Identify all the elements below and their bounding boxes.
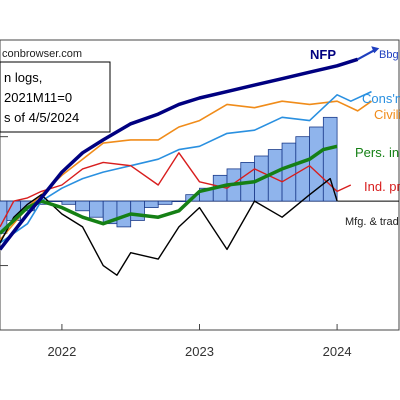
bar bbox=[89, 200, 104, 218]
bar bbox=[157, 200, 173, 205]
bar bbox=[130, 200, 145, 221]
bar bbox=[295, 136, 310, 202]
notes-box bbox=[0, 61, 111, 133]
label-civilian: Civili bbox=[374, 107, 400, 122]
series-line-income bbox=[0, 144, 338, 235]
bar bbox=[144, 200, 159, 208]
notes-line-2: 2021M11=0 bbox=[4, 90, 72, 105]
series-line-industrial bbox=[0, 152, 352, 228]
source-text: conbrowser.com bbox=[2, 48, 82, 60]
series-line-bbg bbox=[357, 49, 375, 61]
label-nfp: NFP bbox=[310, 47, 336, 62]
series-line-consumption bbox=[0, 90, 372, 244]
x-tick-label: 2022 bbox=[47, 344, 76, 359]
bar bbox=[281, 142, 297, 202]
series-line-manufacturing bbox=[0, 177, 338, 276]
lines-layer bbox=[0, 46, 380, 276]
series-line-nfp bbox=[0, 57, 359, 251]
x-tick-label: 2023 bbox=[185, 344, 214, 359]
notes-line-1: n logs, bbox=[4, 70, 42, 85]
bbg-arrowhead bbox=[371, 46, 380, 54]
label-bbg: Bbg bbox=[379, 49, 399, 61]
bar bbox=[171, 200, 187, 203]
label-industrial: Ind. pr bbox=[364, 179, 400, 194]
label-manufacturing: Mfg. & trad bbox=[345, 216, 399, 228]
notes-line-3: s of 4/5/2024 bbox=[4, 110, 79, 125]
bar bbox=[61, 200, 77, 205]
bar bbox=[47, 200, 63, 203]
x-tick-label: 2024 bbox=[323, 344, 352, 359]
x-axis-ticks: 2022 2023 2024 bbox=[47, 324, 352, 359]
bar bbox=[75, 200, 90, 212]
label-income: Pers. in bbox=[355, 145, 399, 160]
bar bbox=[322, 116, 338, 202]
label-consumption: Cons'n bbox=[362, 91, 400, 106]
